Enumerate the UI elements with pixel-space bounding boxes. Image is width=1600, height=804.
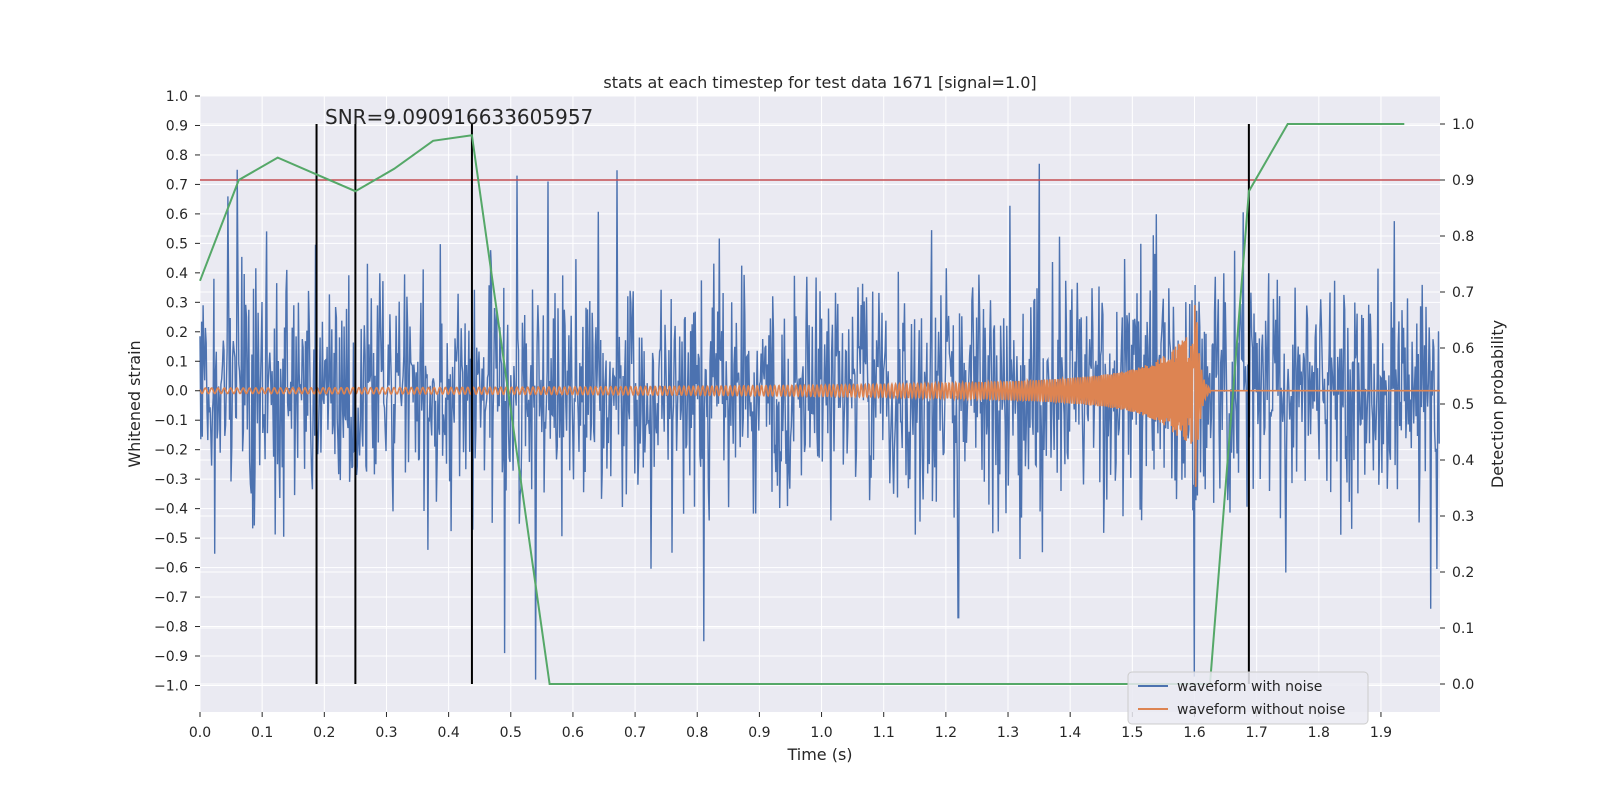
legend-box <box>1127 671 1369 725</box>
y-tick-label: 0.0 <box>166 384 188 400</box>
y-tick-label: 0.5 <box>166 236 188 252</box>
x-tick-label: 0.0 <box>189 725 211 741</box>
y-tick-label: −0.6 <box>154 561 188 577</box>
x-tick-label: 1.1 <box>873 725 895 741</box>
chart-title: stats at each timestep for test data 167… <box>603 73 1036 92</box>
y2-tick-label: 0.4 <box>1452 453 1474 469</box>
y-tick-label: 0.8 <box>166 148 188 164</box>
x-axis-label: Time (s) <box>786 745 852 764</box>
y-tick-label: 0.6 <box>166 207 188 223</box>
x-tick-label: 0.6 <box>562 725 584 741</box>
y-tick-label: −1.0 <box>154 678 188 694</box>
x-tick-label: 0.8 <box>686 725 708 741</box>
y-tick-label: 0.4 <box>166 266 188 282</box>
y2-tick-label: 0.9 <box>1452 173 1474 189</box>
y-tick-label: −0.1 <box>154 413 188 429</box>
y-tick-label: −0.9 <box>154 649 188 665</box>
x-tick-label: 0.9 <box>748 725 770 741</box>
tick-labels: 0.0 0.1 0.2 0.3 0.4 0.5 0.6 0.7 0.8 0.9 1.0 1.1 1.2 1… <box>154 89 1474 741</box>
x-tick-label: 0.7 <box>624 725 646 741</box>
x-tick-label: 0.5 <box>500 725 522 741</box>
y2-tick-label: 0.3 <box>1452 509 1474 525</box>
y-tick-label: 0.3 <box>166 295 188 311</box>
x-tick-label: 1.3 <box>997 725 1019 741</box>
y-tick-label: 0.7 <box>166 177 188 193</box>
x-tick-label: 0.4 <box>437 725 459 741</box>
y2-tick-label: 1.0 <box>1452 117 1474 133</box>
x-tick-label: 1.6 <box>1183 725 1205 741</box>
y-tick-label: −0.5 <box>154 531 188 547</box>
x-tick-label: 1.4 <box>1059 725 1081 741</box>
y2-tick-label: 0.7 <box>1452 285 1474 301</box>
y-tick-label: 0.9 <box>166 118 188 134</box>
y-tick-label: −0.3 <box>154 472 188 488</box>
x-tick-label: 1.8 <box>1308 725 1330 741</box>
vertical-markers <box>315 124 1250 684</box>
y-tick-label: −0.2 <box>154 443 188 459</box>
x-tick-label: 0.1 <box>251 725 273 741</box>
y-tick-label: 0.1 <box>166 354 188 370</box>
y2-tick-label: 0.0 <box>1452 677 1474 693</box>
y2-tick-label: 0.5 <box>1452 397 1474 413</box>
y-tick-label: −0.8 <box>154 620 188 636</box>
y2-tick-label: 0.8 <box>1452 229 1474 245</box>
x-tick-label: 1.0 <box>810 725 832 741</box>
x-tick-label: 1.9 <box>1370 725 1392 741</box>
legend: waveform with noise waveform without noi… <box>1127 671 1369 725</box>
y-tick-label: 1.0 <box>166 89 188 105</box>
x-tick-label: 1.2 <box>935 725 957 741</box>
x-tick-label: 1.7 <box>1246 725 1268 741</box>
legend-label-clean: waveform without noise <box>1177 702 1345 718</box>
y-tick-label: −0.4 <box>154 502 188 518</box>
legend-label-noisy: waveform with noise <box>1177 679 1322 695</box>
y-tick-label: 0.2 <box>166 325 188 341</box>
y2-tick-label: 0.2 <box>1452 565 1474 581</box>
y2-tick-label: 0.6 <box>1452 341 1474 357</box>
snr-annotation: SNR=9.090916633605957 <box>325 105 593 129</box>
x-tick-label: 0.3 <box>375 725 397 741</box>
y2-tick-label: 0.1 <box>1452 621 1474 637</box>
y-axis-label: Whitened strain <box>125 340 144 467</box>
x-tick-label: 0.2 <box>313 725 335 741</box>
y2-axis-label: Detection probability <box>1488 320 1507 488</box>
x-tick-label: 1.5 <box>1121 725 1143 741</box>
y-tick-label: −0.7 <box>154 590 188 606</box>
